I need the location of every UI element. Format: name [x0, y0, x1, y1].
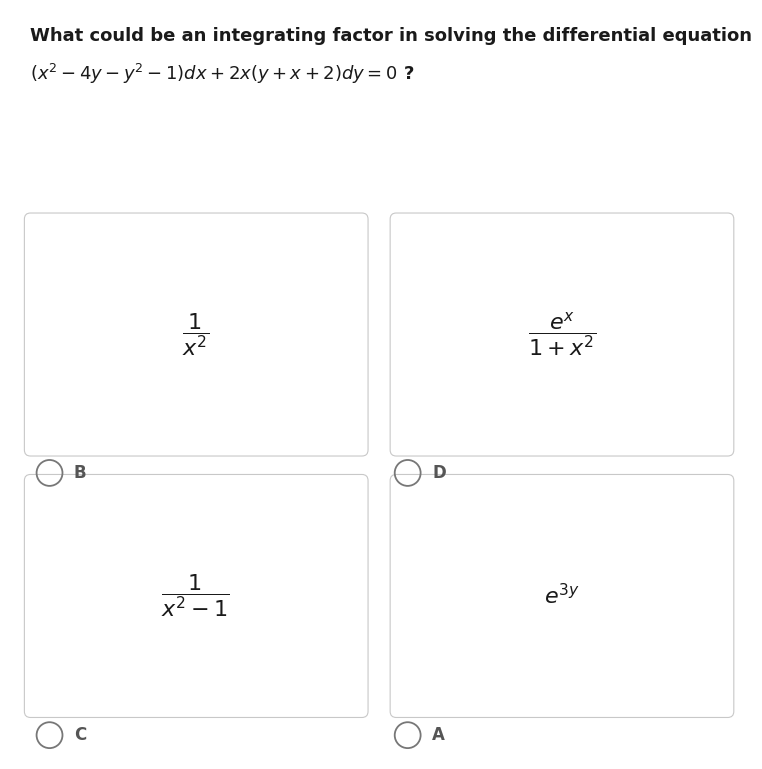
Text: A: A [432, 726, 445, 744]
Text: $\dfrac{e^x}{1+x^2}$: $\dfrac{e^x}{1+x^2}$ [527, 310, 596, 359]
Text: $\dfrac{1}{x^2-1}$: $\dfrac{1}{x^2-1}$ [162, 573, 230, 619]
Text: D: D [432, 464, 446, 482]
Text: What could be an integrating factor in solving the differential equation: What could be an integrating factor in s… [30, 27, 753, 45]
FancyBboxPatch shape [24, 213, 368, 456]
Text: B: B [74, 464, 87, 482]
Text: C: C [74, 726, 86, 744]
Text: $\dfrac{1}{x^2}$: $\dfrac{1}{x^2}$ [182, 311, 210, 358]
Text: $e^{3y}$: $e^{3y}$ [543, 584, 580, 608]
Text: $(x^2 - 4y - y^2 - 1)dx + 2x(y + x + 2)dy = 0$ ?: $(x^2 - 4y - y^2 - 1)dx + 2x(y + x + 2)d… [30, 62, 415, 85]
FancyBboxPatch shape [24, 474, 368, 717]
FancyBboxPatch shape [390, 474, 734, 717]
FancyBboxPatch shape [390, 213, 734, 456]
